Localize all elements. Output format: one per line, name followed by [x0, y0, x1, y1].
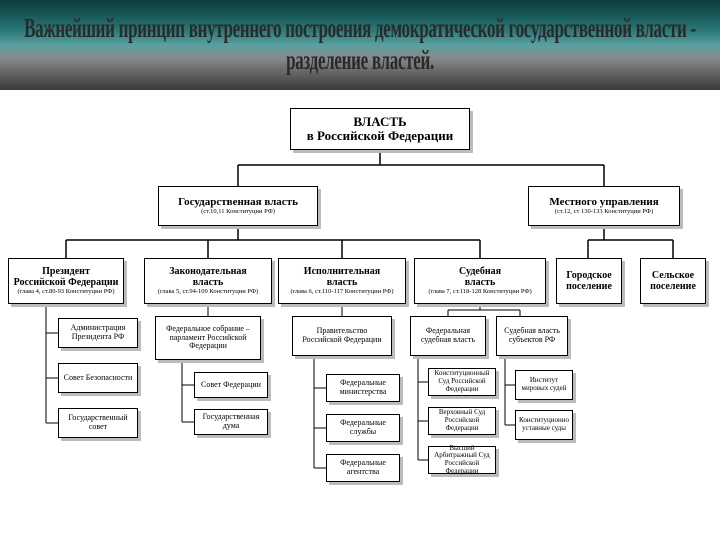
president-leaf-0-label: Администрация Президента РФ — [62, 324, 134, 342]
judicial-l1: Судебная — [459, 266, 501, 277]
executive-leaf-1: Федеральные службы — [326, 414, 400, 442]
president-leaf-2: Государственный совет — [58, 408, 138, 438]
judicial-fed-top: Федеральная судебная власть — [410, 316, 486, 356]
legislative-leaf-1: Государственная дума — [194, 409, 268, 435]
judicial-fed-leaf-2-label: Высший Арбитражный Суд Российской Федера… — [432, 445, 492, 476]
judicial-subj-leaf-1: Конституционно уставные суды — [515, 410, 573, 440]
legislative-leaf-0: Совет Федерации — [194, 372, 268, 398]
president-sub: (глава 4, ст.80-93 Конституции РФ) — [17, 288, 114, 295]
legislative-sub: (глава 5, ст.94-109 Конституции РФ) — [158, 288, 258, 295]
executive-top: Правительство Российской Федерации — [292, 316, 392, 356]
executive-leaf-0-label: Федеральные министерства — [330, 379, 396, 397]
judicial-fed-leaf-0: Конституционный Суд Российской Федерации — [428, 368, 496, 396]
president-leaf-2-label: Государственный совет — [62, 414, 134, 432]
legislative-leaf-1-label: Государственная дума — [198, 413, 264, 431]
president-leaf-0: Администрация Президента РФ — [58, 318, 138, 348]
city-l1: Городское — [566, 270, 611, 281]
judicial-subj-top: Судебная власть субъектов РФ — [496, 316, 568, 356]
judicial-subj-leaf-0-label: Институт мировых судей — [519, 377, 569, 392]
node-root: ВЛАСТЬ в Российской Федерации — [290, 108, 470, 150]
executive-sub: (глава 6, ст.110-117 Конституции РФ) — [290, 288, 393, 295]
executive-l1: Исполнительная — [304, 266, 380, 277]
node-legislative: Законодательная власть (глава 5, ст.94-1… — [144, 258, 272, 304]
judicial-subj-leaf-0: Институт мировых судей — [515, 370, 573, 400]
node-rural: Сельское поселение — [640, 258, 706, 304]
executive-leaf-0: Федеральные министерства — [326, 374, 400, 402]
banner: Важнейший принцип внутреннего построения… — [0, 0, 720, 90]
legislative-top-label: Федеральное собрание – парламент Российс… — [159, 325, 257, 351]
node-executive: Исполнительная власть (глава 6, ст.110-1… — [278, 258, 406, 304]
judicial-fed-leaf-1: Верховный Суд Российской Федерации — [428, 407, 496, 435]
local-title: Местного управления — [549, 196, 658, 208]
legislative-leaf-0-label: Совет Федерации — [201, 381, 261, 390]
judicial-fed-leaf-0-label: Конституционный Суд Российской Федерации — [432, 370, 492, 393]
judicial-sub: (глава 7, ст.118-128 Конституции РФ) — [428, 288, 531, 295]
gov-sub: (ст.10,11 Конституции РФ) — [201, 208, 275, 215]
rural-l2: поселение — [650, 281, 696, 292]
node-judicial: Судебная власть (глава 7, ст.118-128 Кон… — [414, 258, 546, 304]
node-president: Президент Российской Федерации (глава 4,… — [8, 258, 124, 304]
gov-title: Государственная власть — [178, 196, 298, 208]
executive-leaf-2: Федеральные агентства — [326, 454, 400, 482]
local-sub: (ст.12, ст 130-133 Конституции РФ) — [555, 208, 653, 215]
executive-top-label: Правительство Российской Федерации — [296, 327, 388, 345]
diagram: ВЛАСТЬ в Российской Федерации Государств… — [0, 90, 720, 540]
root-line1: ВЛАСТЬ — [353, 115, 406, 129]
rural-l1: Сельское — [652, 270, 694, 281]
president-leaf-1: Совет Безопасности — [58, 363, 138, 393]
node-city: Городское поселение — [556, 258, 622, 304]
executive-l2: власть — [327, 277, 358, 288]
root-line2: в Российской Федерации — [307, 129, 454, 143]
banner-title: Важнейший принцип внутреннего построения… — [0, 13, 720, 77]
node-gov: Государственная власть (ст.10,11 Констит… — [158, 186, 318, 226]
legislative-top: Федеральное собрание – парламент Российс… — [155, 316, 261, 360]
president-l1: Президент — [42, 266, 90, 277]
legislative-l1: Законодательная — [169, 266, 247, 277]
judicial-subj-top-label: Судебная власть субъектов РФ — [500, 327, 564, 345]
executive-leaf-2-label: Федеральные агентства — [330, 459, 396, 477]
judicial-subj-leaf-1-label: Конституционно уставные суды — [519, 417, 569, 432]
judicial-l2: власть — [465, 277, 496, 288]
judicial-fed-leaf-2: Высший Арбитражный Суд Российской Федера… — [428, 446, 496, 474]
node-local: Местного управления (ст.12, ст 130-133 К… — [528, 186, 680, 226]
president-l2: Российской Федерации — [14, 277, 119, 288]
city-l2: поселение — [566, 281, 612, 292]
executive-leaf-1-label: Федеральные службы — [330, 419, 396, 437]
judicial-fed-top-label: Федеральная судебная власть — [414, 327, 482, 345]
legislative-l2: власть — [193, 277, 224, 288]
president-leaf-1-label: Совет Безопасности — [64, 374, 133, 383]
judicial-fed-leaf-1-label: Верховный Суд Российской Федерации — [432, 409, 492, 432]
